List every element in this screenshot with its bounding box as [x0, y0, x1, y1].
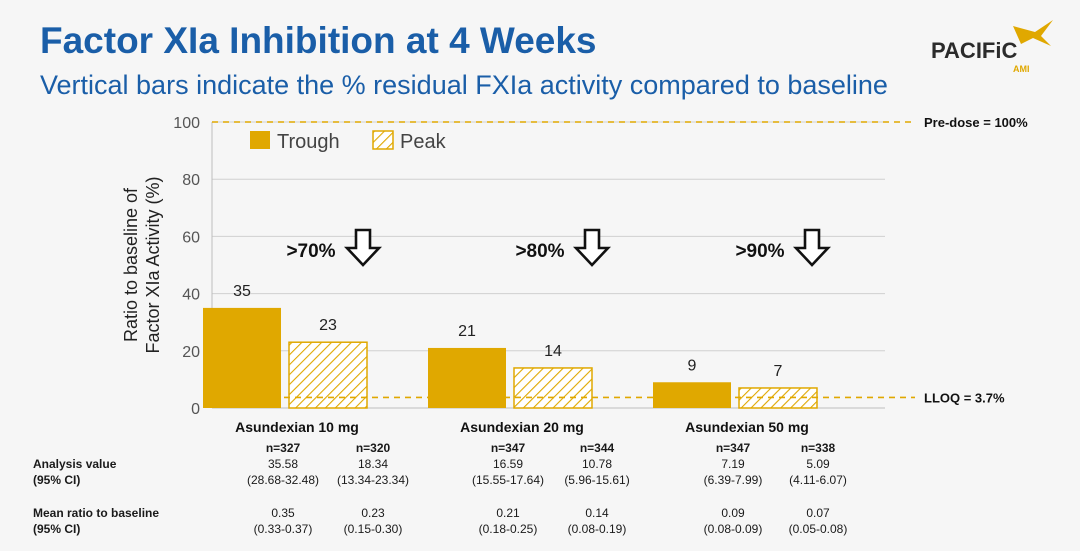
bar-trough-1: [203, 307, 281, 408]
chart-grid: [212, 121, 885, 352]
bar-peak-2: [513, 367, 593, 409]
y-axis-label-line1: Ratio to baseline of: [121, 187, 141, 342]
chart-legend: Trough Peak: [250, 130, 447, 153]
chart-labels: 35 23 Asundexian 10 mg 21 14 Asundexian 20 mg…: [233, 283, 809, 435]
bar-value-label: 7: [774, 363, 783, 380]
legend-label-peak: Peak: [400, 131, 447, 153]
y-tick-label: 100: [173, 115, 200, 132]
legend-swatch-trough: [250, 131, 270, 149]
reduction-annotations: >70% >80% >90%: [286, 228, 830, 267]
bar-value-label: 9: [688, 357, 697, 374]
legend-swatch-peak: [372, 130, 394, 150]
bar-value-label: 14: [544, 343, 562, 360]
page-title: Factor XIa Inhibition at 4 Weeks: [40, 20, 597, 61]
y-tick-label: 40: [182, 287, 200, 304]
reference-line-label: LLOQ = 3.7%: [924, 390, 1005, 405]
reference-lines: Pre-dose = 100% LLOQ = 3.7%: [212, 115, 1028, 405]
y-axis-label-line2: Factor XIa Activity (%): [143, 176, 163, 353]
logo-text: PACIFiC: [931, 38, 1017, 63]
reduction-label: >80%: [515, 241, 564, 262]
bar-value-label: 21: [458, 323, 476, 340]
chart-bars: [203, 307, 818, 409]
category-label: Asundexian 20 mg: [460, 419, 584, 435]
bar-trough-3: [653, 382, 731, 408]
page-subtitle: Vertical bars indicate the % residual FX…: [40, 70, 888, 100]
y-tick-label: 20: [182, 344, 200, 361]
bar-value-label: 35: [233, 283, 251, 300]
legend-label-trough: Trough: [277, 131, 340, 153]
bar-trough-2: [428, 347, 506, 408]
reference-line-label: Pre-dose = 100%: [924, 115, 1028, 130]
y-axis-label: Ratio to baseline of Factor XIa Activity …: [121, 176, 163, 353]
down-arrow-icon: [574, 228, 610, 267]
category-label: Asundexian 10 mg: [235, 419, 359, 435]
reduction-label: >90%: [735, 241, 784, 262]
y-tick-label: 0: [191, 401, 200, 418]
y-tick-label: 60: [182, 229, 200, 246]
category-label: Asundexian 50 mg: [685, 419, 809, 435]
y-tick-label: 80: [182, 172, 200, 189]
reduction-label: >70%: [286, 241, 335, 262]
pacific-ami-logo: PACIFiC AMI: [931, 20, 1053, 74]
down-arrow-icon: [345, 228, 381, 267]
down-arrow-icon: [794, 228, 830, 267]
bird-icon: [1013, 20, 1053, 46]
bar-value-label: 23: [319, 317, 337, 334]
logo-subtext: AMI: [1013, 64, 1030, 74]
